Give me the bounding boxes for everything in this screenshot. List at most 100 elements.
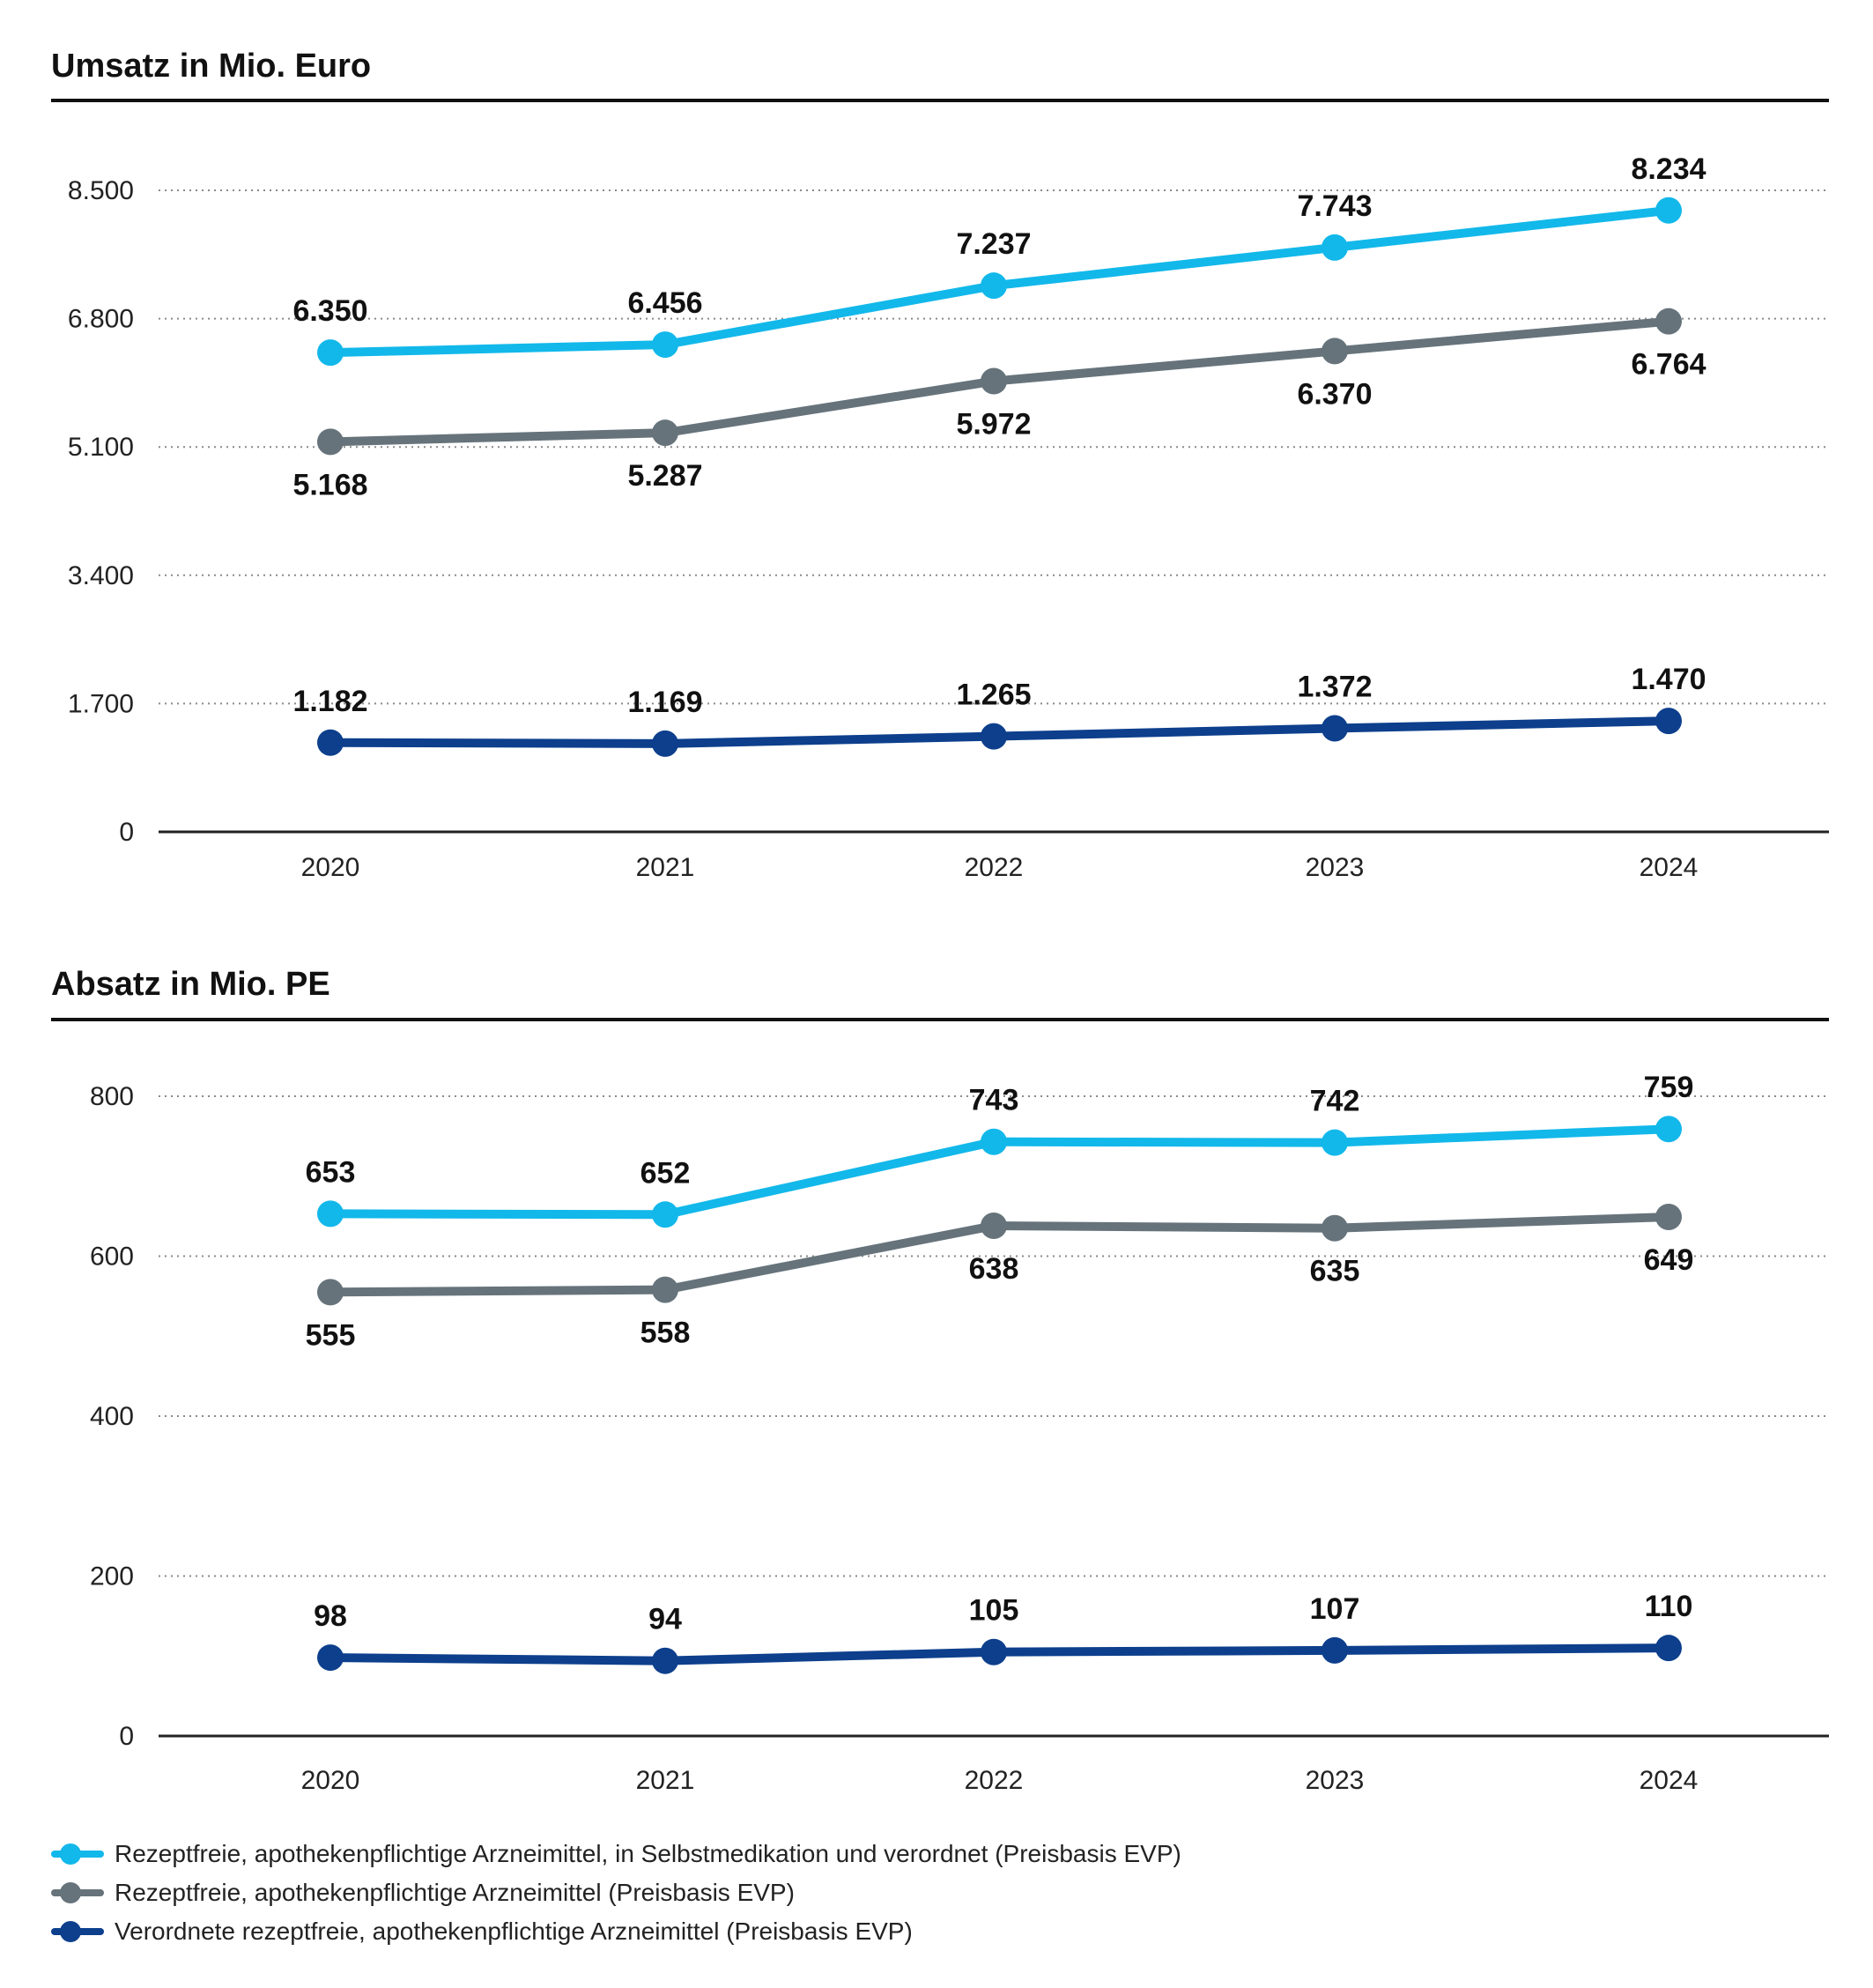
data-label: 1.182	[292, 685, 367, 718]
data-point	[1321, 1129, 1348, 1156]
data-label: 759	[1644, 1071, 1694, 1104]
data-point	[652, 331, 678, 359]
x-tick-label: 2021	[636, 853, 695, 882]
legend-swatch-2	[51, 1921, 104, 1942]
chart-title-umsatz: Umsatz in Mio. Euro	[51, 48, 372, 85]
data-point	[1655, 308, 1682, 335]
data-point	[1655, 1204, 1682, 1231]
data-label: 5.972	[956, 408, 1031, 441]
data-label: 1.265	[956, 679, 1031, 712]
data-point	[652, 730, 678, 757]
data-point	[652, 1647, 678, 1674]
data-label: 5.168	[292, 468, 367, 501]
data-label: 555	[306, 1318, 356, 1352]
data-point	[1321, 338, 1348, 365]
y-tick-label: 6.800	[68, 305, 134, 334]
legend-label-0: Rezeptfreie, apothekenpflichtige Arzneim…	[115, 1840, 1181, 1867]
legend-item-0: Rezeptfreie, apothekenpflichtige Arzneim…	[51, 1835, 1181, 1873]
title-rule-umsatz	[51, 99, 1829, 102]
x-tick-label: 2022	[965, 1766, 1024, 1795]
x-tick-label: 2022	[965, 853, 1024, 882]
data-point	[981, 1128, 1007, 1155]
data-label: 743	[969, 1084, 1019, 1117]
data-label: 94	[648, 1603, 682, 1636]
data-label: 1.372	[1297, 670, 1372, 703]
data-label: 8.234	[1631, 152, 1706, 186]
legend: Rezeptfreie, apothekenpflichtige Arzneim…	[51, 1835, 1181, 1951]
x-tick-label: 2024	[1640, 853, 1699, 882]
data-label: 558	[640, 1317, 691, 1350]
data-point	[317, 729, 344, 756]
data-point	[981, 1638, 1007, 1665]
legend-dot-1	[60, 1882, 81, 1903]
title-rule-absatz	[51, 1018, 1829, 1021]
y-tick-label: 1.700	[68, 689, 134, 718]
data-point	[317, 428, 344, 456]
data-label: 1.169	[627, 686, 702, 719]
data-point	[652, 419, 678, 447]
data-label: 6.350	[292, 294, 367, 328]
data-label: 652	[640, 1156, 691, 1190]
data-label: 649	[1644, 1243, 1694, 1277]
data-label: 7.237	[956, 227, 1031, 261]
data-point	[1321, 234, 1348, 261]
x-tick-label: 2023	[1306, 853, 1365, 882]
legend-item-1: Rezeptfreie, apothekenpflichtige Arzneim…	[51, 1873, 1181, 1912]
legend-dot-2	[60, 1921, 81, 1942]
data-point	[652, 1201, 678, 1228]
y-tick-label: 600	[90, 1242, 134, 1272]
x-tick-label: 2020	[301, 1766, 360, 1795]
y-tick-label: 400	[90, 1402, 134, 1431]
legend-label-1: Rezeptfreie, apothekenpflichtige Arzneim…	[115, 1879, 795, 1906]
x-tick-label: 2023	[1306, 1766, 1365, 1795]
data-point	[1655, 197, 1682, 224]
data-label: 5.287	[627, 459, 702, 493]
data-label: 107	[1310, 1592, 1360, 1626]
legend-item-2: Verordnete rezeptfreie, apothekenpflicht…	[51, 1912, 1181, 1951]
data-point	[1655, 1116, 1682, 1143]
data-point	[317, 1644, 344, 1672]
legend-label-2: Verordnete rezeptfreie, apothekenpflicht…	[115, 1918, 913, 1945]
data-label: 7.743	[1297, 189, 1372, 223]
data-label: 6.456	[627, 286, 702, 320]
data-label: 653	[306, 1155, 356, 1189]
data-point	[317, 339, 344, 367]
data-label: 6.764	[1631, 348, 1706, 382]
data-point	[1655, 708, 1682, 735]
data-point	[981, 723, 1007, 750]
data-label: 98	[314, 1599, 347, 1633]
data-point	[317, 1200, 344, 1228]
data-point	[652, 1276, 678, 1303]
data-point	[1655, 1635, 1682, 1662]
data-label: 638	[969, 1252, 1019, 1286]
legend-dot-0	[60, 1843, 81, 1865]
line-chart-umsatz: 0 1.700 3.400 5.100 6.800 8.500 2020 2021 2022 20…	[68, 152, 1829, 882]
data-label: 1.470	[1631, 663, 1706, 696]
data-point	[1321, 1636, 1348, 1664]
data-point	[1321, 715, 1348, 742]
data-point	[981, 367, 1007, 395]
y-tick-label: 5.100	[68, 433, 134, 462]
data-point	[981, 1213, 1007, 1240]
legend-swatch-1	[51, 1882, 104, 1903]
y-tick-label: 8.500	[68, 176, 134, 205]
data-point	[317, 1279, 344, 1306]
data-label: 105	[969, 1594, 1019, 1628]
x-tick-label: 2024	[1640, 1766, 1699, 1795]
x-tick-label: 2021	[636, 1766, 695, 1795]
data-point	[981, 272, 1007, 300]
y-tick-label: 3.400	[68, 561, 134, 590]
line-chart-absatz: 0 200 400 600 800 2020 2021 2022 2023 2024 653 652 7…	[90, 1071, 1829, 1795]
data-label: 742	[1310, 1085, 1360, 1118]
legend-swatch-0	[51, 1843, 104, 1865]
x-tick-label: 2020	[301, 853, 360, 882]
y-tick-label: 200	[90, 1562, 134, 1591]
y-tick-label: 800	[90, 1082, 134, 1111]
y-tick-label: 0	[119, 818, 134, 847]
data-label: 110	[1645, 1590, 1693, 1623]
data-label: 6.370	[1297, 377, 1372, 411]
data-label: 635	[1310, 1255, 1360, 1288]
chart-title-absatz: Absatz in Mio. PE	[51, 966, 330, 1003]
data-point	[1321, 1214, 1348, 1242]
y-tick-label: 0	[119, 1722, 134, 1751]
